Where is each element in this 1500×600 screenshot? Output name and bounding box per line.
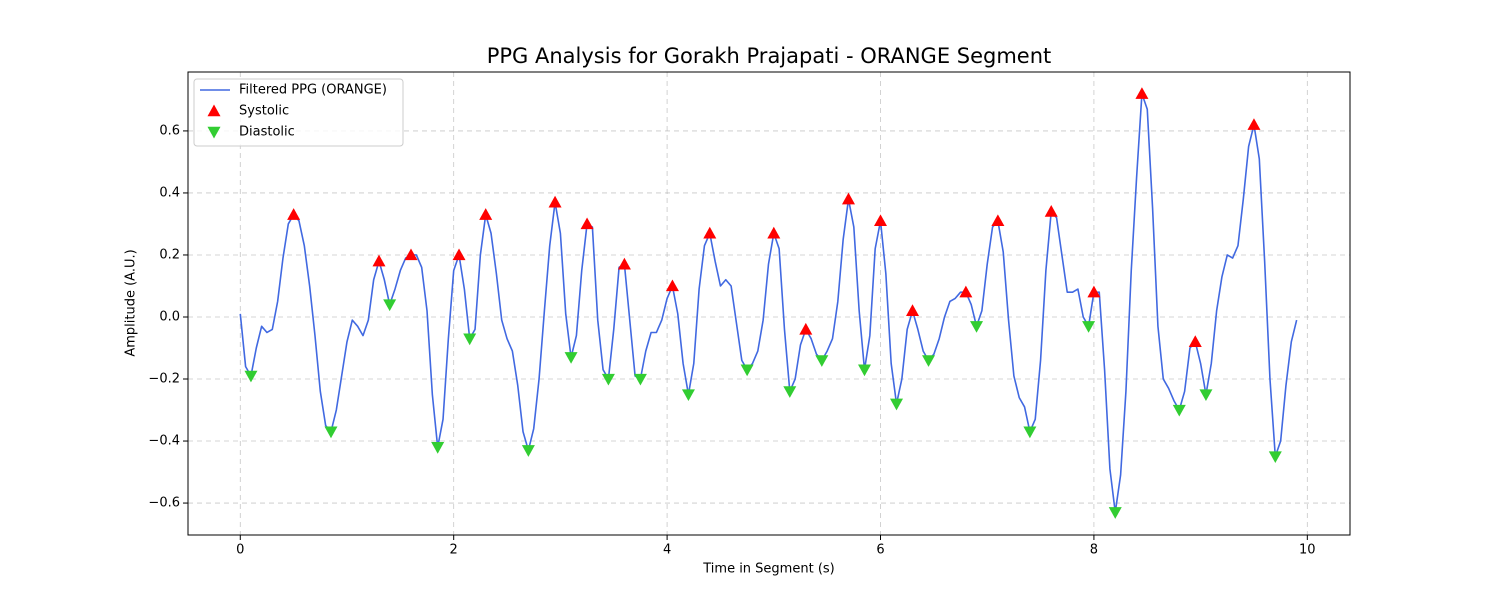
y-tick-label: −0.2 [148, 372, 180, 387]
axes-frame [187, 71, 1351, 536]
triangle-down-marker [783, 386, 797, 398]
x-axis-label: Time in Segment (s) [702, 562, 834, 577]
triangle-down-marker [857, 364, 871, 377]
triangle-up-marker [959, 285, 973, 298]
triangle-down-marker [601, 373, 615, 386]
triangle-up-marker [1247, 118, 1261, 130]
triangle-up-marker [548, 195, 562, 208]
triangle-down-marker [890, 398, 904, 411]
y-tick-label: 0.4 [159, 185, 180, 200]
x-tick-label: 8 [1090, 543, 1098, 558]
y-tick-label: 0.2 [159, 247, 180, 262]
ppg-line [239, 92, 1298, 514]
triangle-up-marker [287, 208, 301, 220]
triangle-down-marker [681, 389, 695, 402]
triangle-down-marker [324, 426, 338, 439]
triangle-up-marker [665, 279, 679, 292]
triangle-down-marker [1199, 389, 1213, 402]
triangle-up-marker [767, 226, 781, 239]
triangle-down-marker [970, 321, 984, 333]
triangle-up-marker [799, 322, 813, 335]
legend: Filtered PPG (ORANGE) Systolic Diastolic [193, 78, 404, 147]
legend-label: Systolic [239, 104, 289, 119]
triangle-up-marker [906, 304, 920, 316]
triangle-down-marker [922, 355, 936, 367]
triangle-down-marker [383, 299, 397, 312]
y-axis-label: Amplitude (A.U.) [124, 249, 139, 356]
triangle-up-marker [617, 257, 631, 270]
plot-area [239, 87, 1298, 519]
legend-swatch [207, 104, 221, 117]
triangle-up-marker [703, 226, 717, 239]
triangle-up-marker [1188, 335, 1202, 347]
y-tick-label: −0.6 [148, 496, 180, 511]
triangle-up-marker [991, 214, 1005, 227]
triangle-up-marker [1087, 285, 1101, 298]
y-tick-label: 0.6 [159, 123, 180, 138]
y-tick-label: 0.0 [159, 309, 180, 324]
triangle-up-marker [1044, 205, 1058, 217]
triangle-down-marker [1082, 321, 1096, 333]
triangle-up-marker [874, 214, 888, 227]
triangle-down-marker [1108, 507, 1122, 519]
x-tick-label: 6 [876, 543, 884, 558]
triangle-up-marker [841, 192, 855, 205]
chart-title: PPG Analysis for Gorakh Prajapati - ORAN… [487, 44, 1052, 68]
triangle-up-marker [580, 217, 594, 230]
triangle-up-marker [372, 254, 386, 267]
legend-box [193, 78, 404, 147]
triangle-up-marker [1135, 87, 1149, 99]
triangle-down-marker [740, 364, 754, 377]
y-tick-label: −0.4 [148, 434, 180, 449]
triangle-down-marker [521, 445, 535, 457]
triangle-down-marker [431, 442, 445, 454]
legend-swatch [207, 126, 221, 139]
legend-label: Diastolic [239, 125, 295, 140]
triangle-down-marker [463, 333, 477, 346]
x-tick-label: 10 [1299, 543, 1316, 558]
triangle-down-marker [1172, 404, 1186, 417]
triangle-up-marker [452, 248, 466, 261]
triangle-down-marker [1268, 451, 1282, 464]
triangle-down-marker [244, 370, 258, 383]
x-tick-label: 2 [450, 543, 458, 558]
triangle-down-marker [633, 373, 647, 386]
x-tick-label: 4 [663, 543, 671, 558]
triangle-down-marker [815, 355, 829, 367]
grid [188, 72, 1350, 535]
legend-label: Filtered PPG (ORANGE) [239, 83, 387, 98]
triangle-up-marker [404, 248, 418, 261]
triangle-down-marker [1023, 426, 1037, 439]
x-tick-label: 0 [236, 543, 244, 558]
triangle-up-marker [479, 208, 493, 220]
triangle-down-marker [564, 352, 578, 364]
